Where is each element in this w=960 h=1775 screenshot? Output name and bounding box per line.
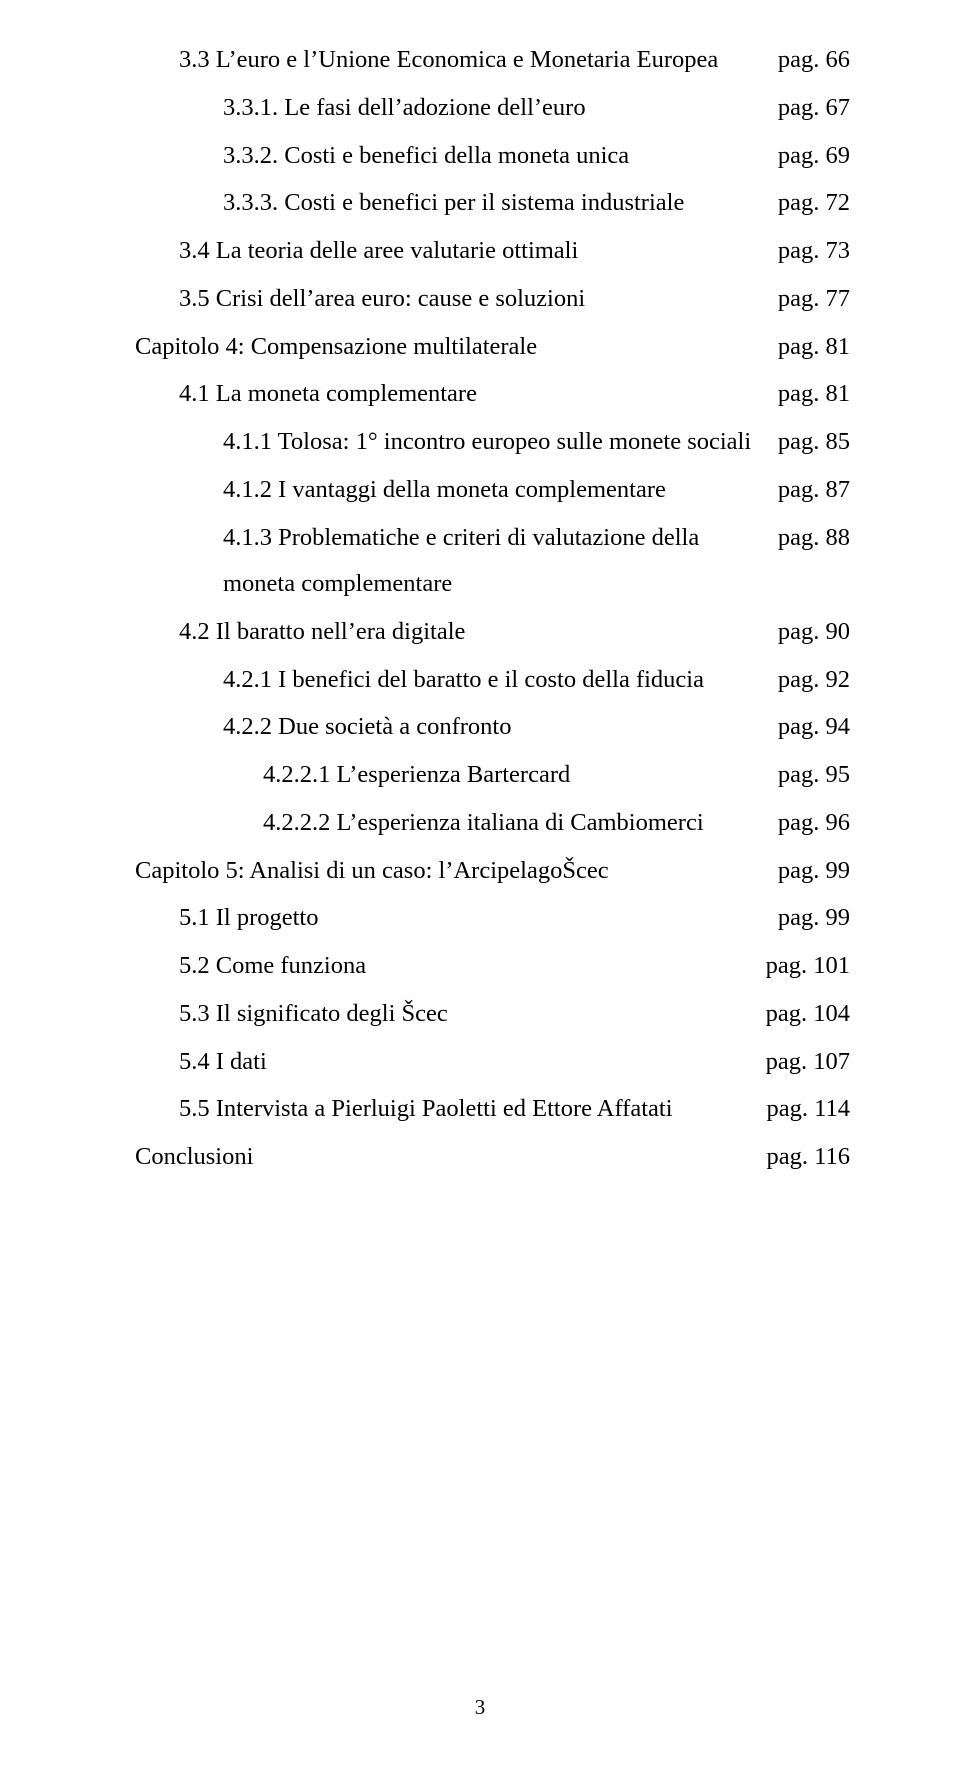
toc-entry: 4.1.1 Tolosa: 1° incontro europeo sulle … [135, 418, 850, 466]
toc-entry-page: pag. 95 [778, 751, 850, 799]
toc-entry: 4.2 Il baratto nell’era digitalepag. 90 [135, 608, 850, 656]
toc-entry-page: pag. 77 [778, 275, 850, 323]
toc-entry-label: 4.2.1 I benefici del baratto e il costo … [223, 657, 778, 704]
toc-entry-label: 4.2.2.2 L’esperienza italiana di Cambiom… [263, 799, 778, 847]
toc-entry-label: Capitolo 4: Compensazione multilaterale [135, 323, 778, 371]
toc-entry-page: pag. 92 [778, 656, 850, 704]
toc-entry: Capitolo 5: Analisi di un caso: l’Arcipe… [135, 847, 850, 895]
toc-entry: 3.3 L’euro e l’Unione Economica e Moneta… [135, 36, 850, 84]
toc-entry-label: 3.3 L’euro e l’Unione Economica e Moneta… [179, 37, 778, 84]
toc-entry: 5.3 Il significato degli Šcecpag. 104 [135, 990, 850, 1038]
toc-entry: 5.4 I datipag. 107 [135, 1038, 850, 1086]
toc-entry-page: pag. 88 [778, 514, 850, 562]
toc-entry-page: pag. 87 [778, 466, 850, 514]
toc-entry-page: pag. 94 [778, 703, 850, 751]
toc-entry-page: pag. 104 [766, 990, 850, 1038]
toc-entry-page: pag. 67 [778, 84, 850, 132]
toc-entry-label: 3.4 La teoria delle aree valutarie ottim… [179, 227, 778, 275]
toc-entry: 5.5 Intervista a Pierluigi Paoletti ed E… [135, 1085, 850, 1133]
toc-entry-page: pag. 96 [778, 799, 850, 847]
toc-entry-page: pag. 85 [778, 418, 850, 466]
toc-entry-label: 5.3 Il significato degli Šcec [179, 990, 766, 1038]
toc-entry-page: pag. 99 [778, 894, 850, 942]
toc-entry: 3.3.3. Costi e benefici per il sistema i… [135, 179, 850, 227]
toc-entry: 5.2 Come funzionapag. 101 [135, 942, 850, 990]
toc-entry: 4.2.1 I benefici del baratto e il costo … [135, 656, 850, 704]
toc-entry: 4.2.2.2 L’esperienza italiana di Cambiom… [135, 799, 850, 847]
toc-entry-label: 4.1.2 I vantaggi della moneta complement… [223, 466, 778, 514]
toc-entry-label: 3.3.3. Costi e benefici per il sistema i… [223, 180, 778, 227]
table-of-contents: 3.3 L’euro e l’Unione Economica e Moneta… [135, 36, 850, 1181]
toc-entry: 3.5 Crisi dell’area euro: cause e soluzi… [135, 275, 850, 323]
toc-entry-label: 4.2 Il baratto nell’era digitale [179, 608, 778, 656]
toc-entry-label: 5.2 Come funziona [179, 942, 766, 990]
toc-entry-page: pag. 99 [778, 847, 850, 895]
toc-entry-label: 3.3.1. Le fasi dell’adozione dell’euro [223, 84, 778, 132]
toc-entry-page: pag. 73 [778, 227, 850, 275]
toc-entry-label: 3.3.2. Costi e benefici della moneta uni… [223, 132, 778, 180]
toc-entry-page: pag. 81 [778, 323, 850, 371]
toc-entry-page: pag. 116 [767, 1133, 850, 1181]
toc-entry-label: 5.1 Il progetto [179, 894, 778, 942]
toc-entry-label: Conclusioni [135, 1133, 767, 1181]
page-number: 3 [0, 1695, 960, 1720]
toc-entry: 4.2.2 Due società a confrontopag. 94 [135, 703, 850, 751]
document-page: 3.3 L’euro e l’Unione Economica e Moneta… [0, 0, 960, 1775]
toc-entry-page: pag. 101 [766, 942, 850, 990]
toc-entry-page: pag. 72 [778, 179, 850, 227]
toc-entry-label: 4.2.2 Due società a confronto [223, 703, 778, 751]
toc-entry-label: 4.1.1 Tolosa: 1° incontro europeo sulle … [223, 419, 778, 466]
toc-entry: Capitolo 4: Compensazione multilateralep… [135, 323, 850, 371]
toc-entry: 3.3.1. Le fasi dell’adozione dell’europa… [135, 84, 850, 132]
toc-entry: 3.3.2. Costi e benefici della moneta uni… [135, 132, 850, 180]
toc-entry: 4.1.3 Problematiche e criteri di valutaz… [135, 514, 850, 608]
toc-entry-page: pag. 66 [778, 36, 850, 84]
toc-entry-page: pag. 90 [778, 608, 850, 656]
toc-entry-label: 4.2.2.1 L’esperienza Bartercard [263, 751, 778, 799]
toc-entry-page: pag. 69 [778, 132, 850, 180]
toc-entry-label: 4.1.3 Problematiche e criteri di valutaz… [223, 515, 778, 608]
toc-entry: 3.4 La teoria delle aree valutarie ottim… [135, 227, 850, 275]
toc-entry: 4.1 La moneta complementarepag. 81 [135, 370, 850, 418]
toc-entry-label: 3.5 Crisi dell’area euro: cause e soluzi… [179, 275, 778, 323]
toc-entry: Conclusionipag. 116 [135, 1133, 850, 1181]
toc-entry-page: pag. 81 [778, 370, 850, 418]
toc-entry-label: 5.4 I dati [179, 1038, 766, 1086]
toc-entry-label: 4.1 La moneta complementare [179, 370, 778, 418]
toc-entry-page: pag. 114 [767, 1085, 850, 1133]
toc-entry-page: pag. 107 [766, 1038, 850, 1086]
toc-entry: 4.1.2 I vantaggi della moneta complement… [135, 466, 850, 514]
toc-entry: 5.1 Il progettopag. 99 [135, 894, 850, 942]
toc-entry-label: 5.5 Intervista a Pierluigi Paoletti ed E… [179, 1086, 767, 1133]
toc-entry-label: Capitolo 5: Analisi di un caso: l’Arcipe… [135, 847, 778, 895]
toc-entry: 4.2.2.1 L’esperienza Bartercardpag. 95 [135, 751, 850, 799]
